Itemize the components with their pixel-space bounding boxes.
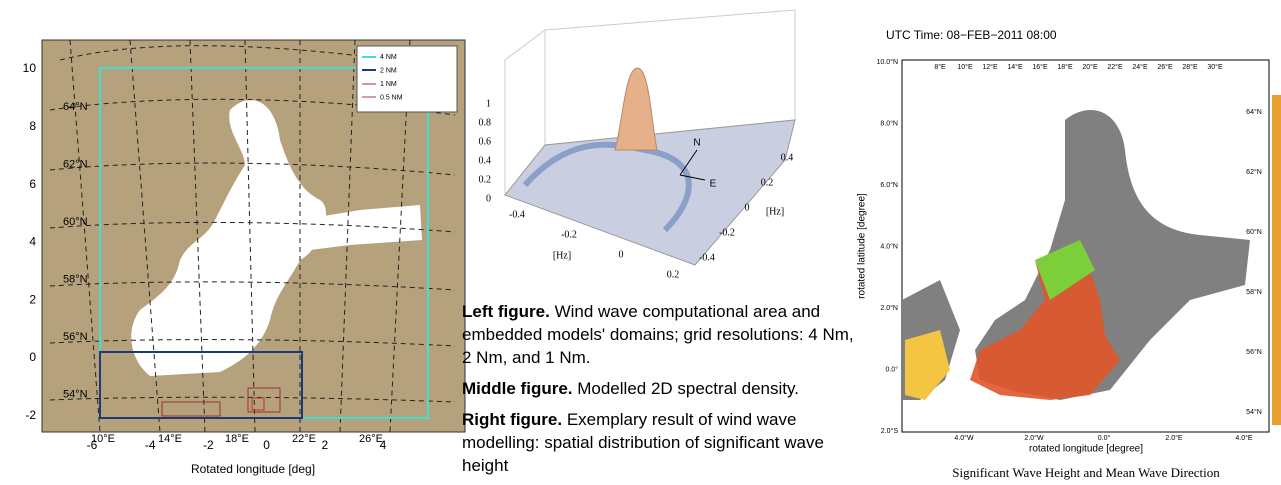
caption: Left figure. Wind wave computational are… (462, 300, 857, 369)
x-tick-label: 0.2 (667, 269, 680, 280)
y-tick-label: 6 (29, 177, 36, 191)
top-tick-label: 16°E (1032, 63, 1048, 71)
north-label: N (693, 138, 700, 149)
latitude-label: 64°N (63, 101, 88, 113)
y-tick-label: -2 (25, 408, 36, 422)
colorbar (1272, 95, 1281, 425)
x-tick-label: -4 (145, 438, 156, 452)
z-tick-label: 1 (486, 98, 491, 109)
x-tick-label: 2 (321, 438, 328, 452)
y-tick-label: 0.2 (761, 177, 774, 188)
x-tick-label: 2.0°E (1165, 434, 1183, 442)
legend (357, 46, 457, 112)
right-tick-label: 58°N (1246, 288, 1262, 296)
caption: Right figure. Exemplary result of wind w… (462, 408, 857, 477)
z-tick-label: 0.8 (479, 117, 492, 128)
caption-lead: Left figure. (462, 302, 550, 321)
y-tick-label: 4.0°N (880, 242, 898, 250)
axis-label: [Hz] (766, 206, 784, 217)
x-tick-label: -0.4 (509, 209, 525, 220)
y-tick-label: 2.0°N (880, 304, 898, 312)
legend-label: 2 NM (380, 67, 397, 74)
right-tick-label: 62°N (1246, 168, 1262, 176)
latitude-label: 62°N (63, 158, 88, 170)
x-tick-label: 0 (619, 249, 624, 260)
top-tick-label: 18°E (1057, 63, 1073, 71)
latitude-label: 58°N (63, 273, 88, 285)
top-tick-label: 28°E (1182, 63, 1198, 71)
latitude-label: 60°N (63, 216, 88, 228)
longitude-label: 22°E (292, 433, 316, 445)
legend-label: 1 NM (380, 81, 397, 88)
caption-lead: Right figure. (462, 410, 562, 429)
y-tick-label: 10.0°N (877, 58, 898, 66)
captions: Left figure. Wind wave computational are… (462, 300, 857, 485)
longitude-label: 14°E (158, 433, 182, 445)
z-tick-label: 0.6 (479, 136, 492, 147)
top-tick-label: 14°E (1007, 63, 1023, 71)
longitude-label: 18°E (225, 433, 249, 445)
x-tick-label: 0 (263, 438, 270, 452)
y-tick-label: 2 (29, 292, 36, 306)
right-tick-label: 56°N (1246, 348, 1262, 356)
caption: Middle figure. Modelled 2D spectral dens… (462, 377, 857, 400)
top-tick-label: 24°E (1132, 63, 1148, 71)
top-tick-label: 10°E (957, 63, 973, 71)
top-tick-label: 20°E (1082, 63, 1098, 71)
latitude-label: 54°N (63, 388, 88, 400)
right-tick-label: 54°N (1246, 408, 1262, 416)
top-tick-label: 8°E (934, 63, 946, 71)
y-tick-label: 0 (745, 202, 750, 213)
y-tick-label: 4 (29, 235, 36, 249)
middle-figure: 1 0.8 0.6 0.4 0.2 0 -0.4 -0.2 0 0.2 0.4 0.2 0 -0.2 -0.… (465, 0, 860, 290)
right-figure: UTC Time: 08−FEB−2011 08:00 10.0°N 8.0°N 6.… (850, 0, 1281, 484)
right-tick-label: 64°N (1246, 108, 1262, 116)
z-tick-label: 0.2 (479, 174, 492, 185)
time-label: UTC Time: 08−FEB−2011 08:00 (886, 28, 1057, 42)
y-tick-label: 10 (23, 61, 37, 75)
figure-title: Significant Wave Height and Mean Wave Di… (952, 465, 1220, 480)
z-tick-label: 0.4 (479, 155, 492, 166)
x-tick-label: -0.2 (561, 229, 577, 240)
x-axis-label: rotated longitude [degree] (1029, 444, 1143, 455)
top-tick-label: 30°E (1207, 63, 1223, 71)
legend-label: 4 NM (380, 54, 397, 61)
x-tick-label: 2.0°W (1024, 434, 1044, 442)
longitude-label: 10°E (91, 433, 115, 445)
y-axis-label: rotated latitude [degree] (857, 193, 868, 299)
top-tick-label: 12°E (982, 63, 998, 71)
y-tick-label: 8 (29, 119, 36, 133)
x-tick-label: 4.0°W (954, 434, 974, 442)
east-label: E (710, 179, 717, 190)
x-axis-label: Rotated longitude [deg] (191, 462, 315, 476)
caption-text: Modelled 2D spectral density. (577, 379, 799, 398)
y-tick-label: -0.2 (719, 227, 735, 238)
z-tick-label: 0 (486, 193, 491, 204)
caption-lead: Middle figure. (462, 379, 573, 398)
right-tick-label: 60°N (1246, 228, 1262, 236)
y-tick-label: 0.0° (885, 365, 898, 373)
y-tick-label: 0.4 (781, 152, 794, 163)
y-tick-label: 2.0°S (881, 427, 899, 435)
legend-label: 0.5 NM (380, 94, 403, 101)
y-tick-label: -0.4 (699, 252, 715, 263)
longitude-label: 26°E (359, 433, 383, 445)
top-tick-label: 22°E (1107, 63, 1123, 71)
latitude-label: 56°N (63, 331, 88, 343)
y-tick-label: 8.0°N (880, 119, 898, 127)
top-tick-label: 26°E (1157, 63, 1173, 71)
y-tick-label: 6.0°N (880, 181, 898, 189)
x-tick-label: -2 (203, 438, 214, 452)
x-tick-label: 4.0°E (1235, 434, 1253, 442)
y-tick-label: 0 (29, 350, 36, 364)
page: 1086420-2-6-4-202464°N62°N60°N58°N56°N54… (0, 0, 1281, 484)
axis-label: [Hz] (553, 250, 571, 261)
spectral-peak (615, 68, 657, 150)
x-tick-label: 0.0° (1098, 434, 1111, 442)
